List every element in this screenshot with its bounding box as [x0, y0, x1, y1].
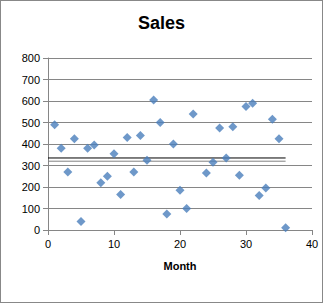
svg-text:100: 100 — [22, 203, 40, 215]
svg-text:10: 10 — [108, 238, 120, 250]
svg-text:20: 20 — [174, 238, 186, 250]
svg-text:Month: Month — [164, 260, 197, 272]
svg-text:700: 700 — [22, 74, 40, 86]
svg-text:0: 0 — [34, 224, 40, 236]
svg-text:400: 400 — [22, 138, 40, 150]
svg-text:800: 800 — [22, 52, 40, 64]
svg-text:600: 600 — [22, 95, 40, 107]
svg-text:30: 30 — [240, 238, 252, 250]
svg-text:200: 200 — [22, 181, 40, 193]
svg-text:40: 40 — [306, 238, 318, 250]
svg-text:300: 300 — [22, 160, 40, 172]
svg-text:Sales: Sales — [138, 13, 185, 33]
svg-text:500: 500 — [22, 117, 40, 129]
svg-text:0: 0 — [45, 238, 51, 250]
